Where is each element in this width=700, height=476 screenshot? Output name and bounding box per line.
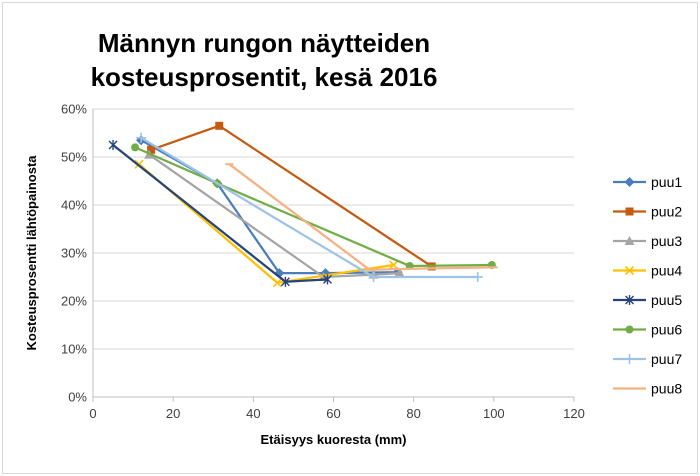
- chart-canvas: 0% 10% 20% 30% 40% 50% 60% 0 20 40 60 80 100 120 puu1…: [24, 102, 682, 448]
- x-axis-title: Etäisyys kuoresta (mm): [261, 432, 407, 447]
- legend-label-puu7: puu7: [651, 351, 682, 367]
- legend-label-puu3: puu3: [651, 233, 682, 249]
- legend-marker-puu4: [624, 265, 635, 276]
- data-point-puu4-3: [389, 260, 399, 270]
- series-line-puu6: [134, 146, 492, 268]
- legend-item-puu5: puu5: [613, 292, 682, 308]
- data-point-puu7-1: [136, 132, 147, 143]
- legend-label-puu2: puu2: [651, 204, 682, 220]
- legend-item-puu7: puu7: [613, 351, 682, 367]
- data-point-puu5-1: [108, 140, 118, 150]
- x-tick-label: 40: [246, 406, 260, 421]
- series-puu7: [136, 132, 483, 282]
- y-tick-label: 50%: [61, 150, 87, 165]
- legend-label-puu6: puu6: [651, 322, 682, 338]
- legend-marker-puu6: [625, 325, 634, 334]
- x-tick-label: 100: [483, 406, 505, 421]
- legend-item-puu6: puu6: [613, 322, 682, 338]
- y-tick-label: 20%: [61, 294, 87, 309]
- data-point-puu5-2: [280, 276, 290, 287]
- y-axis-title: Kosteusprosentti lähtöpainosta: [24, 155, 39, 351]
- legend-label-puu5: puu5: [651, 292, 682, 308]
- data-point-puu3-4: [394, 268, 405, 278]
- axes: 0% 10% 20% 30% 40% 50% 60% 0 20 40 60 80 100 120: [61, 102, 585, 422]
- chart-title-line-2: kosteusprosentit, kesä 2016: [90, 62, 438, 92]
- series-puu6: [131, 143, 496, 270]
- legend-label-puu1: puu1: [651, 174, 682, 190]
- series-line-puu2: [150, 124, 433, 268]
- chart-title-line-1: Männyn rungon näytteiden: [97, 28, 431, 58]
- legend-marker-puu1: [624, 177, 635, 187]
- legend-marker-puu3: [624, 236, 635, 245]
- x-tick-label: 60: [326, 406, 340, 421]
- x-tick-label: 120: [563, 406, 585, 421]
- legend-label-puu8: puu8: [651, 381, 682, 397]
- y-tick-label: 0%: [68, 390, 87, 405]
- y-tick-label: 40%: [61, 198, 87, 213]
- x-tick-label: 80: [406, 406, 420, 421]
- y-tick-label: 60%: [61, 102, 87, 117]
- data-point-puu2-1: [147, 145, 156, 154]
- legend-marker-puu7: [624, 354, 635, 364]
- legend-item-puu8: puu8: [613, 381, 682, 397]
- series-puu8: [225, 163, 498, 271]
- legend-marker-puu5: [625, 295, 634, 305]
- x-tick-label: 20: [166, 406, 180, 421]
- y-tick-label: 10%: [61, 342, 87, 357]
- data-point-puu6-1: [131, 143, 140, 152]
- data-point-puu7-2: [368, 272, 379, 282]
- legend-label-puu4: puu4: [651, 263, 682, 279]
- legend-marker-puu2: [625, 207, 634, 216]
- legend: puu1 puu2 puu3 puu4 puu5 puu6 puu7 puu8: [613, 174, 682, 397]
- data-point-puu2-2: [215, 121, 224, 130]
- data-point-puu5-3: [322, 274, 332, 285]
- series-line-puu8: [228, 163, 494, 271]
- series-puu2: [147, 121, 436, 271]
- legend-item-puu1: puu1: [613, 174, 682, 190]
- series-plot-area: [108, 121, 498, 288]
- series-puu4: [134, 159, 399, 288]
- series-puu5: [108, 140, 332, 287]
- data-point-puu4-2: [272, 278, 282, 288]
- y-tick-label: 30%: [61, 246, 87, 261]
- x-tick-label: 0: [89, 406, 96, 421]
- legend-item-puu3: puu3: [613, 233, 682, 249]
- legend-item-puu2: puu2: [613, 204, 682, 220]
- data-point-puu7-3: [472, 272, 483, 282]
- legend-item-puu4: puu4: [613, 263, 682, 279]
- series-line-puu3: [148, 153, 400, 279]
